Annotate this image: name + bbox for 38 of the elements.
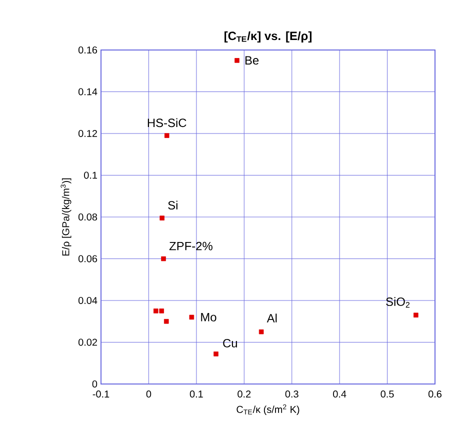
annotation: Mo [201,313,216,322]
point [159,308,164,314]
x-tick-label: 0.2 [238,390,251,398]
point [258,329,264,334]
x-tick-label: -0.1 [92,390,110,398]
annotation: Be [245,56,259,65]
y-tick-label: 0.02 [78,338,97,346]
chart-title: [C$_{TE}$/κ] vs. [E/ρ] [224,31,312,42]
point [414,312,418,318]
annotation: ZPF-2% [169,242,212,250]
annotation: SiO$_{2}$ [386,297,410,308]
point [234,58,240,63]
annotation: Al [266,314,277,322]
x-tick-label: 0.6 [428,390,442,398]
y-tick-label: 0.16 [78,46,98,54]
y-tick-label: 0.1 [84,172,98,179]
annotation: HS-SiC [148,118,186,128]
y-tick-label: 0.12 [78,130,97,138]
x-axis-title: C$_{TE}$/κ (s/m$^{2}$ K) [236,404,300,415]
point [164,318,169,324]
y-tick-label: 0 [92,380,98,388]
point [160,216,164,220]
point [164,133,170,138]
x-tick-label: 0.4 [333,390,346,398]
x-tick-label: 0.5 [380,390,394,398]
y-tick-label: 0.04 [78,296,98,304]
point [153,308,158,314]
point [189,314,194,320]
y-tick-label: 0.08 [78,213,98,221]
annotation: Si [168,200,178,210]
y-axis-title: E/ρ [GPa/(kg/m$^{3}$)] [60,178,72,256]
x-tick-label: 0 [146,390,152,398]
point [214,352,218,356]
y-tick-label: 0.14 [78,88,98,96]
x-tick-label: 0.3 [285,390,298,398]
point [161,256,166,262]
y-tick-label: 0.06 [78,255,98,262]
x-tick-label: 0.1 [190,390,203,398]
